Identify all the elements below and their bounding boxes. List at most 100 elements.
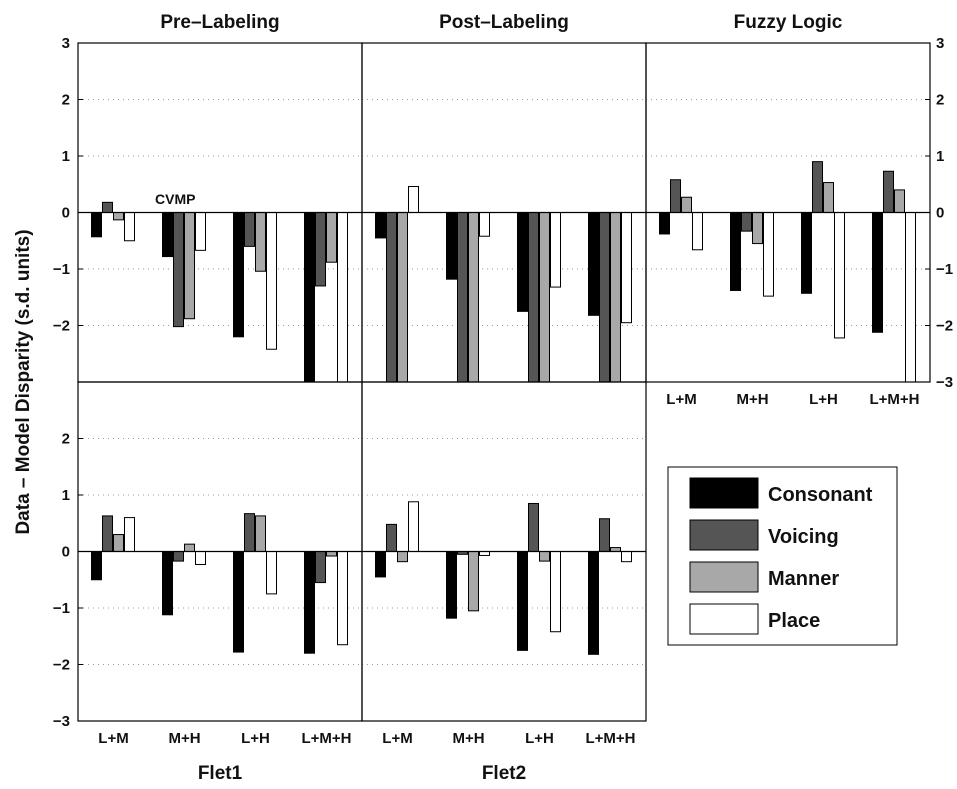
bar-voicing-3 [812, 161, 823, 213]
bar-manner-1 [397, 551, 408, 563]
panel-top-right: L+M M+H L+H L+M+H −3 −2 −1 0 1 2 3 Fuzzy Logic [645, 12, 953, 408]
y-tick-label: 0 [62, 544, 70, 561]
legend-swatch-manner [689, 561, 759, 593]
legend-label-manner: Manner [768, 568, 839, 590]
bar-manner-3 [539, 551, 550, 562]
bar-place-4 [905, 212, 916, 383]
legend-swatch-place [689, 603, 759, 635]
bar-manner-3 [823, 182, 834, 213]
bar-place-4 [337, 551, 348, 646]
bar-consonant-2 [162, 212, 173, 258]
bar-voicing-4 [599, 518, 610, 552]
y-tick-label: −2 [53, 318, 70, 335]
bar-consonant-4 [304, 212, 315, 383]
bar-voicing-3 [244, 212, 255, 247]
category-label: L+M+H [301, 730, 351, 747]
panel-title: Pre–Labeling [160, 12, 279, 33]
x-axis-label: Flet1 [198, 763, 243, 784]
bar-place-4 [337, 212, 348, 383]
panel-bottom-middle: L+M M+H L+H L+M+H Flet2 [361, 381, 647, 784]
bar-voicing-1 [102, 515, 113, 553]
bar-consonant-3 [517, 551, 528, 651]
y-axis-label: Data – Model Disparity (s.d. units) [13, 229, 34, 534]
bar-voicing-3 [528, 502, 539, 553]
bar-voicing-1 [102, 201, 113, 214]
category-label: L+M [98, 730, 128, 747]
bar-place-2 [763, 212, 774, 297]
bar-manner-4 [326, 212, 337, 263]
legend-swatch-consonant [689, 477, 759, 509]
legend-label-place: Place [768, 610, 820, 632]
bar-manner-4 [894, 189, 905, 213]
category-label: L+H [525, 730, 554, 747]
category-label: M+H [168, 730, 200, 747]
bar-voicing-2 [173, 551, 184, 562]
category-label: L+M+H [585, 730, 635, 747]
bar-consonant-3 [233, 212, 244, 338]
bar-consonant-1 [659, 212, 670, 235]
bar-consonant-1 [375, 212, 386, 239]
category-label: M+H [736, 391, 768, 408]
bar-consonant-4 [588, 212, 599, 316]
bar-consonant-1 [91, 551, 102, 581]
bar-place-2 [195, 551, 206, 565]
bar-place-3 [834, 212, 845, 339]
panel-title: Fuzzy Logic [734, 12, 843, 33]
bar-manner-1 [113, 534, 124, 552]
panel-bottom-left: L+M M+H L+H L+M+H −3 −2 −1 0 1 2 Flet1 [53, 381, 363, 784]
bar-consonant-4 [304, 551, 315, 654]
bar-voicing-1 [386, 212, 397, 383]
bar-consonant-2 [446, 551, 457, 619]
bar-place-1 [692, 212, 703, 251]
bar-place-1 [124, 212, 135, 242]
bar-consonant-3 [801, 212, 812, 294]
y-tick-label: 3 [936, 35, 944, 52]
bar-place-4 [621, 212, 632, 324]
y-tick-label: 1 [62, 148, 70, 165]
bar-place-3 [550, 551, 561, 633]
bar-manner-3 [539, 212, 550, 383]
y-tick-label: 2 [62, 92, 70, 109]
bar-manner-1 [397, 212, 408, 383]
bar-manner-2 [752, 212, 763, 245]
bar-voicing-4 [599, 212, 610, 383]
category-label: L+M [666, 391, 696, 408]
bar-consonant-2 [162, 551, 173, 616]
category-label: L+H [809, 391, 838, 408]
cvmp-annotation: CVMP [155, 191, 195, 207]
bar-consonant-2 [446, 212, 457, 280]
legend-label-voicing: Voicing [768, 526, 839, 548]
legend-swatch-voicing [689, 519, 759, 551]
bar-voicing-4 [883, 170, 894, 214]
category-label: L+M+H [869, 391, 919, 408]
panel-top-left: −2 −1 0 1 2 3 Pre–Labeling [53, 12, 363, 383]
bar-place-1 [408, 186, 419, 213]
y-tick-label: −3 [936, 374, 953, 391]
category-label: L+H [241, 730, 270, 747]
bar-consonant-1 [91, 212, 102, 238]
bar-manner-1 [681, 196, 692, 213]
bar-voicing-1 [386, 523, 397, 553]
panel-top-middle: Post–Labeling [361, 12, 647, 383]
bar-consonant-3 [517, 212, 528, 312]
bar-voicing-2 [173, 212, 184, 328]
bar-manner-2 [468, 551, 479, 612]
y-tick-label: 1 [62, 487, 70, 504]
category-label: L+M [382, 730, 412, 747]
y-tick-label: −1 [936, 261, 953, 278]
bar-consonant-4 [872, 212, 883, 333]
bar-voicing-4 [315, 212, 326, 287]
y-tick-label: 0 [62, 205, 70, 222]
bar-voicing-3 [244, 513, 255, 553]
bar-consonant-1 [375, 551, 386, 578]
bar-manner-3 [255, 515, 266, 553]
y-tick-label: 2 [936, 92, 944, 109]
y-tick-label: −2 [936, 318, 953, 335]
bar-place-2 [195, 212, 206, 251]
legend-label-consonant: Consonant [768, 484, 873, 506]
y-tick-label: 0 [936, 205, 944, 222]
y-tick-label: 1 [936, 148, 944, 165]
panel-title: Post–Labeling [439, 12, 569, 33]
